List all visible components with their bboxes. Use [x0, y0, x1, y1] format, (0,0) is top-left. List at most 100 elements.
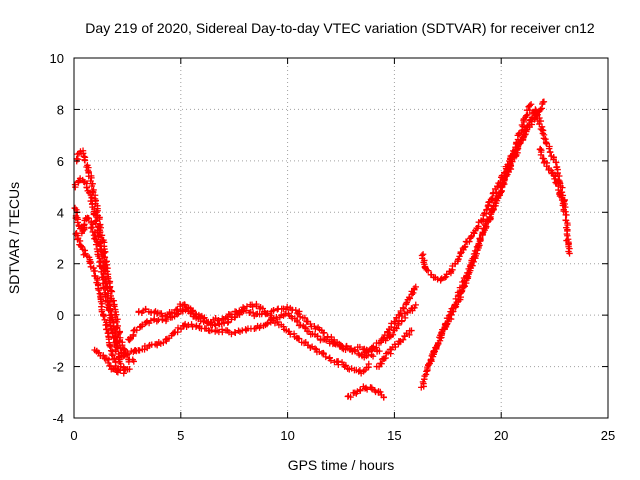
data-point-track-7: [283, 303, 291, 311]
data-point-track-1: [81, 157, 89, 164]
data-point-track-8: [158, 310, 165, 317]
data-point-track-16: [538, 126, 546, 133]
data-point-track-1: [130, 358, 138, 365]
data-point-track-15: [514, 144, 522, 152]
data-point-track-8: [239, 304, 247, 311]
data-point-track-2: [71, 181, 79, 188]
data-point-track-4: [126, 365, 133, 373]
data-point-track-3: [105, 306, 112, 314]
data-point-track-14: [467, 261, 474, 269]
data-point-track-17: [537, 151, 545, 159]
data-point-track-15: [487, 196, 495, 203]
data-point-track-8: [249, 303, 256, 310]
data-point-track-14: [457, 289, 464, 296]
y-tick-label: 0: [57, 308, 64, 323]
data-point-track-1: [88, 174, 95, 182]
data-point-track-14: [464, 269, 471, 277]
data-point-track-8: [243, 303, 251, 310]
data-point-track-7: [292, 306, 299, 314]
data-point-track-10: [406, 295, 414, 302]
data-point-track-16: [537, 117, 545, 125]
data-point-track-3: [112, 338, 120, 345]
data-point-track-10: [391, 318, 398, 325]
data-point-track-15: [510, 150, 517, 157]
data-point-track-6: [174, 324, 182, 332]
data-point-track-15: [497, 178, 504, 186]
y-tick-label: 4: [57, 205, 64, 220]
x-tick-label: 0: [70, 428, 77, 443]
data-point-track-8: [201, 314, 208, 321]
data-point-track-15: [466, 238, 473, 245]
data-point-track-10: [370, 343, 377, 350]
data-point-track-2: [88, 194, 95, 202]
data-point-track-9: [368, 385, 376, 393]
data-point-track-14: [465, 271, 472, 278]
data-point-track-15: [467, 233, 475, 241]
data-point-track-16: [546, 149, 554, 156]
data-point-track-8: [274, 318, 281, 326]
data-point-track-16: [563, 211, 570, 219]
data-point-track-3: [100, 285, 108, 292]
data-point-track-12: [401, 333, 409, 340]
data-point-track-6: [294, 318, 301, 325]
data-point-track-8: [253, 302, 260, 310]
y-axis-label: SDTVAR / TECUs: [6, 182, 22, 294]
data-point-track-3: [113, 343, 120, 351]
data-point-track-17: [549, 169, 556, 176]
data-point-track-17: [562, 203, 569, 211]
data-point-track-7: [133, 327, 140, 334]
data-point-track-15: [493, 189, 500, 196]
data-point-track-7: [127, 334, 134, 341]
y-tick-label: 8: [57, 102, 64, 117]
data-point-track-6: [263, 320, 271, 328]
data-point-track-3: [101, 280, 109, 287]
data-point-track-6: [228, 330, 235, 338]
y-tick-label: 6: [57, 154, 64, 169]
data-point-track-14: [523, 112, 530, 119]
data-point-track-3: [104, 298, 111, 305]
data-point-track-14: [486, 214, 493, 221]
data-point-track-7: [339, 342, 346, 350]
data-point-track-14: [479, 229, 486, 236]
data-point-track-8: [295, 335, 303, 342]
data-point-track-16: [542, 139, 550, 147]
data-point-track-15: [441, 274, 449, 281]
y-tick-label: 2: [57, 257, 64, 272]
data-point-track-4: [108, 350, 115, 358]
data-point-track-4: [98, 300, 106, 307]
data-point-track-7: [369, 353, 377, 360]
data-point-track-10: [365, 348, 372, 355]
data-point-track-7: [351, 348, 359, 355]
data-point-track-3: [89, 221, 97, 228]
data-point-track-10: [410, 289, 417, 297]
data-point-track-7: [320, 329, 328, 336]
data-point-track-8: [173, 306, 180, 314]
data-point-track-10: [402, 300, 410, 307]
data-point-track-10: [412, 283, 419, 291]
data-point-track-4: [103, 326, 110, 333]
data-point-track-3: [88, 224, 96, 231]
data-point-track-9: [380, 394, 387, 401]
data-point-track-8: [189, 307, 197, 314]
data-point-track-6: [376, 347, 383, 355]
data-point-track-10: [400, 305, 408, 312]
data-marks: [71, 98, 573, 401]
data-point-track-14: [436, 337, 444, 344]
data-point-track-17: [537, 145, 544, 153]
data-point-track-6: [120, 352, 128, 359]
data-point-track-1: [88, 182, 96, 190]
data-point-track-15: [425, 267, 432, 274]
data-point-track-12: [408, 327, 415, 334]
data-point-track-8: [231, 314, 238, 321]
x-tick-label: 20: [494, 428, 508, 443]
data-point-track-16: [545, 145, 553, 152]
data-point-track-6: [281, 310, 289, 318]
plot-frame: [73, 57, 609, 419]
data-point-track-11: [393, 325, 400, 332]
data-point-track-16: [566, 250, 573, 257]
data-point-track-9: [357, 387, 364, 394]
data-point-track-14: [435, 340, 442, 348]
data-point-track-8: [212, 322, 219, 329]
data-point-track-12: [399, 336, 407, 343]
